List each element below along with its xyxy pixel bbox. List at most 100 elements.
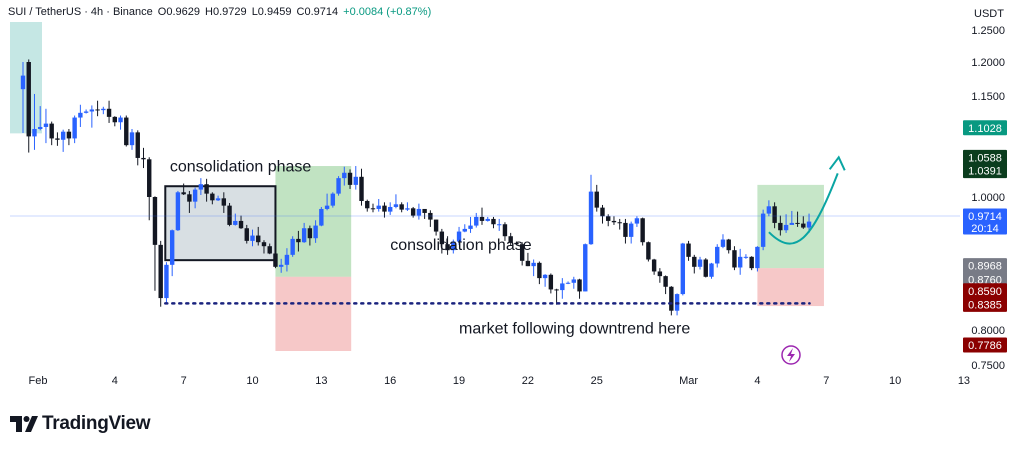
candle[interactable] bbox=[548, 274, 554, 290]
candle[interactable] bbox=[657, 271, 663, 277]
candle[interactable] bbox=[261, 242, 267, 247]
candle[interactable] bbox=[290, 238, 295, 255]
price-tag[interactable] bbox=[963, 163, 1007, 179]
candle[interactable] bbox=[393, 204, 399, 207]
candle[interactable] bbox=[606, 216, 611, 221]
candle[interactable] bbox=[112, 116, 117, 123]
candle[interactable] bbox=[38, 126, 43, 129]
candle[interactable] bbox=[451, 241, 456, 251]
candle[interactable] bbox=[410, 208, 416, 216]
candle[interactable] bbox=[353, 176, 358, 185]
candle[interactable] bbox=[301, 228, 307, 243]
candle[interactable] bbox=[697, 259, 703, 267]
price-tag[interactable] bbox=[963, 120, 1007, 136]
candle[interactable] bbox=[726, 239, 731, 251]
candle[interactable] bbox=[623, 222, 628, 237]
candle[interactable] bbox=[445, 244, 450, 251]
candle[interactable] bbox=[32, 128, 37, 137]
candle[interactable] bbox=[227, 205, 232, 225]
candle[interactable] bbox=[715, 246, 720, 264]
candle[interactable] bbox=[462, 228, 467, 232]
candle[interactable] bbox=[755, 246, 760, 269]
candle[interactable] bbox=[783, 224, 789, 231]
price-tag[interactable] bbox=[963, 149, 1007, 165]
candle[interactable] bbox=[60, 131, 66, 140]
candle[interactable] bbox=[565, 282, 571, 284]
candle[interactable] bbox=[319, 208, 324, 226]
candle[interactable] bbox=[703, 259, 708, 277]
candle[interactable] bbox=[370, 208, 376, 210]
candle[interactable] bbox=[175, 192, 181, 231]
candle[interactable] bbox=[129, 132, 135, 146]
candle[interactable] bbox=[187, 194, 192, 202]
candle[interactable] bbox=[66, 131, 72, 139]
candle[interactable] bbox=[307, 228, 313, 239]
candle[interactable] bbox=[577, 279, 582, 292]
candle[interactable] bbox=[531, 262, 536, 267]
candle[interactable] bbox=[250, 235, 255, 241]
candle[interactable] bbox=[554, 289, 559, 291]
candle[interactable] bbox=[692, 256, 697, 267]
candle[interactable] bbox=[158, 244, 163, 299]
projection-arrow[interactable] bbox=[768, 172, 839, 245]
time-axis[interactable]: Feb 4 7 10 13 16 19 22 25 Mar 4 7 10 13 bbox=[29, 375, 971, 387]
candle[interactable] bbox=[542, 274, 548, 279]
lightning-icon[interactable] bbox=[781, 345, 801, 365]
candle[interactable] bbox=[686, 243, 691, 257]
candle[interactable] bbox=[485, 218, 490, 221]
candle[interactable] bbox=[330, 193, 336, 206]
candle[interactable] bbox=[382, 205, 387, 212]
candle[interactable] bbox=[359, 176, 364, 201]
candle[interactable] bbox=[416, 208, 422, 216]
symbol-label[interactable]: SUI / TetherUS · 4h · Binance bbox=[8, 6, 153, 18]
price-tag[interactable] bbox=[963, 283, 1007, 299]
candle[interactable] bbox=[588, 191, 594, 245]
candle[interactable] bbox=[525, 260, 531, 267]
candle[interactable] bbox=[628, 223, 634, 237]
price-axis[interactable]: 1.2500 1.2000 1.1500 1.0000 0.8000 0.7500 1.10… bbox=[963, 25, 1007, 372]
candle[interactable] bbox=[324, 205, 330, 209]
candle[interactable] bbox=[594, 191, 599, 208]
candle[interactable] bbox=[720, 239, 726, 247]
candle[interactable] bbox=[164, 264, 169, 299]
currency-label[interactable]: USDT bbox=[974, 8, 1004, 20]
candle[interactable] bbox=[617, 222, 622, 224]
candle[interactable] bbox=[347, 172, 353, 185]
candle[interactable] bbox=[737, 256, 743, 268]
candle[interactable] bbox=[342, 172, 347, 179]
candle[interactable] bbox=[766, 206, 772, 214]
price-tag[interactable] bbox=[963, 271, 1007, 287]
candle[interactable] bbox=[313, 225, 318, 239]
candle[interactable] bbox=[583, 244, 588, 292]
candle[interactable] bbox=[732, 250, 737, 268]
candle[interactable] bbox=[198, 184, 204, 190]
candle[interactable] bbox=[497, 224, 502, 226]
candle[interactable] bbox=[680, 243, 686, 295]
candle[interactable] bbox=[72, 117, 77, 139]
candle[interactable] bbox=[749, 256, 754, 269]
candle[interactable] bbox=[233, 220, 238, 225]
candle[interactable] bbox=[135, 132, 140, 158]
candle[interactable] bbox=[267, 246, 272, 254]
loss-zone[interactable] bbox=[757, 268, 824, 307]
candle[interactable] bbox=[508, 236, 513, 243]
candle[interactable] bbox=[399, 204, 404, 210]
candle[interactable] bbox=[20, 75, 26, 90]
candle[interactable] bbox=[611, 220, 617, 223]
candle[interactable] bbox=[479, 216, 485, 221]
candle[interactable] bbox=[244, 228, 249, 241]
consolidation-box[interactable] bbox=[164, 185, 277, 262]
candle[interactable] bbox=[502, 224, 508, 237]
candle[interactable] bbox=[89, 109, 95, 112]
candle[interactable] bbox=[210, 193, 215, 201]
candle[interactable] bbox=[806, 221, 812, 228]
candle[interactable] bbox=[78, 112, 83, 118]
candle[interactable] bbox=[256, 235, 261, 243]
candle[interactable] bbox=[278, 264, 284, 267]
candle[interactable] bbox=[181, 192, 186, 195]
candle[interactable] bbox=[124, 117, 129, 146]
candle[interactable] bbox=[795, 222, 800, 224]
candle[interactable] bbox=[514, 242, 519, 245]
candle[interactable] bbox=[439, 231, 445, 245]
